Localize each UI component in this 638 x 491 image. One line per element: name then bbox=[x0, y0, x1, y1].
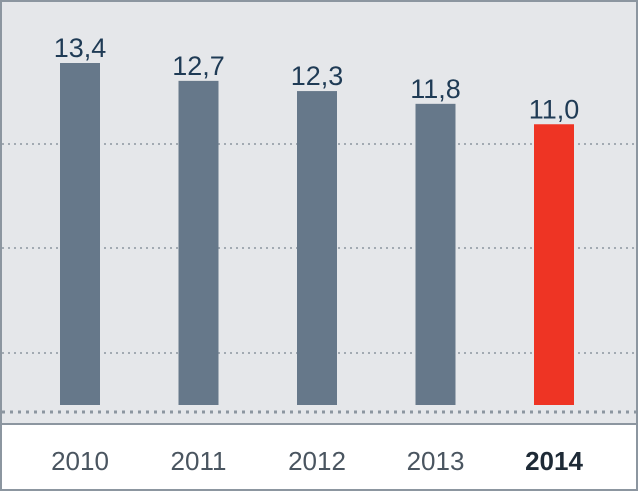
value-label-2011: 12,7 bbox=[172, 51, 225, 81]
value-label-2010: 13,4 bbox=[54, 33, 107, 63]
x-tick-label-2013: 2013 bbox=[407, 446, 465, 476]
bar-2011 bbox=[178, 80, 219, 406]
bar-2014 bbox=[534, 124, 574, 406]
x-tick-label-2014: 2014 bbox=[525, 446, 583, 476]
bars bbox=[60, 63, 574, 406]
bar-2013 bbox=[415, 103, 456, 406]
bar-2010 bbox=[60, 63, 100, 405]
gridlines bbox=[2, 143, 636, 354]
x-tick-label-2010: 2010 bbox=[51, 446, 109, 476]
axis-background bbox=[1, 424, 637, 490]
value-label-2014: 11,0 bbox=[529, 94, 580, 124]
bar-2012 bbox=[297, 91, 337, 406]
value-labels: 13,4 12,7 12,3 11,8 11,0 bbox=[54, 33, 580, 124]
value-label-2012: 12,3 bbox=[291, 61, 344, 91]
x-tick-label-2012: 2012 bbox=[288, 446, 346, 476]
value-label-2013: 11,8 bbox=[410, 74, 461, 104]
x-tick-label-2011: 2011 bbox=[171, 446, 227, 476]
x-tick-labels: 2010 2011 2012 2013 2014 bbox=[51, 446, 583, 476]
